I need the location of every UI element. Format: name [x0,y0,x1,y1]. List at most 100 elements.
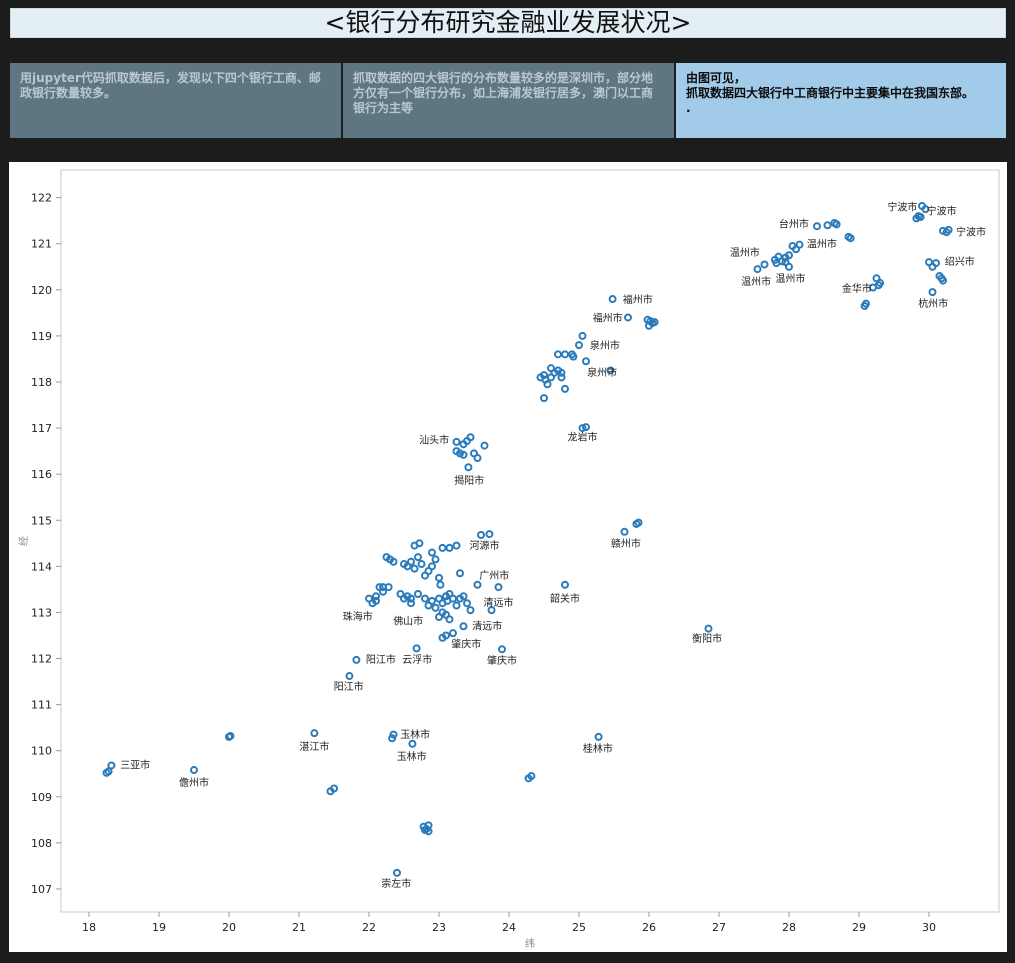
data-point [393,868,401,877]
point-label: 广州市 [479,569,509,582]
point-label: 温州市 [730,246,760,259]
data-point [379,587,387,596]
data-point [872,274,881,283]
data-point [634,518,643,527]
data-point [785,251,793,260]
data-point [569,352,578,361]
summary-panel-1: 用jupyter代码抓取数据后，发现以下四个银行工商、邮政银行数量较多。 [10,63,341,138]
y-tick-label: 118 [31,376,52,389]
point-label: 金华市 [842,282,872,295]
point-label: 揭阳市 [454,474,484,487]
data-point [480,441,489,450]
data-point [389,557,398,566]
data-point [372,592,380,601]
point-label: 三亚市 [120,758,150,771]
data-point [449,629,457,638]
data-point [575,341,583,350]
data-point [428,596,436,605]
data-point [540,394,548,403]
chart-axes: 18 19 20 21 22 23 24 25 26 27 28 29 30 107 108 109 110 11… [17,169,1000,950]
y-tick-label: 108 [31,837,52,850]
data-point [527,772,536,781]
data-point [578,331,587,340]
point-label: 温州市 [775,272,805,285]
point-label: 崇左市 [381,877,411,890]
data-point [477,531,485,540]
data-point [578,424,587,433]
data-point [494,583,503,592]
point-label: 衡阳市 [692,632,722,645]
y-tick-label: 115 [31,514,52,527]
data-point [452,437,461,446]
data-point [547,364,555,373]
point-label: 肇庆市 [451,638,481,651]
point-label: 温州市 [741,275,771,288]
x-tick-label: 19 [152,921,166,934]
point-label: 阳江市 [366,653,396,666]
point-label: 阳江市 [334,680,364,693]
data-point [498,645,506,654]
y-tick-label: 112 [31,653,52,666]
point-label: 清远市 [484,596,514,609]
data-point [190,766,198,775]
page-title: <银行分布研究金融业发展状况> [10,8,1006,38]
point-label: 宁波市 [956,226,986,239]
data-point [594,732,603,741]
data-point [561,350,569,359]
data-point [410,541,419,550]
data-point [846,234,855,243]
point-label: 佛山市 [393,615,423,628]
summary-panel-3-text: 由图可见， 抓取数据四大银行中工商银行中主要集中在我国东部。 . [686,71,975,115]
point-label: 珠海市 [343,610,373,623]
data-point [407,594,415,603]
data-point [466,606,475,615]
y-axis-label: 经 [17,536,30,546]
data-point [345,672,354,681]
data-point [624,313,632,322]
data-point [944,225,953,234]
y-tick-label: 114 [31,560,52,573]
data-point [939,276,947,285]
y-tick-label: 109 [31,791,52,804]
point-label: 宁波市 [887,200,917,213]
point-label: 云浮市 [402,653,432,666]
point-label: 玉林市 [400,728,430,741]
y-tick-label: 111 [31,699,52,712]
data-point [760,260,769,269]
data-point [372,596,380,605]
data-point [473,580,482,589]
data-point [772,259,781,268]
summary-panel-3: 由图可见， 抓取数据四大银行中工商银行中主要集中在我国东部。 . [676,63,1006,138]
data-point [428,548,436,557]
data-point [436,580,445,589]
x-tick-label: 24 [502,921,516,934]
data-point [932,259,940,268]
y-tick-label: 110 [31,745,52,758]
point-label: 儋州市 [179,776,209,789]
point-label: 韶关市 [550,592,580,605]
data-point [456,569,464,578]
data-point [650,318,659,327]
data-point [431,555,440,564]
data-point [543,380,552,389]
x-tick-label: 21 [292,921,306,934]
summary-panel-2: 抓取数据的四大银行的分布数量较多的是深圳市，部分地方仅有一个银行分布，如上海浦发… [343,63,674,138]
data-point [485,530,494,539]
x-tick-label: 18 [82,921,96,934]
data-point [459,450,468,459]
x-tick-label: 23 [432,921,446,934]
data-point [606,366,615,375]
point-label: 绍兴市 [945,255,975,268]
x-axis-label: 纬 [525,937,535,950]
data-point [412,644,421,653]
y-tick-label: 119 [31,330,52,343]
data-point [704,624,713,633]
point-label: 汕头市 [419,434,449,447]
data-point [795,240,804,249]
x-tick-label: 28 [782,921,796,934]
data-point [421,594,429,603]
data-point [449,594,457,603]
data-point [463,599,471,608]
data-point [928,288,937,297]
data-point [582,357,590,366]
